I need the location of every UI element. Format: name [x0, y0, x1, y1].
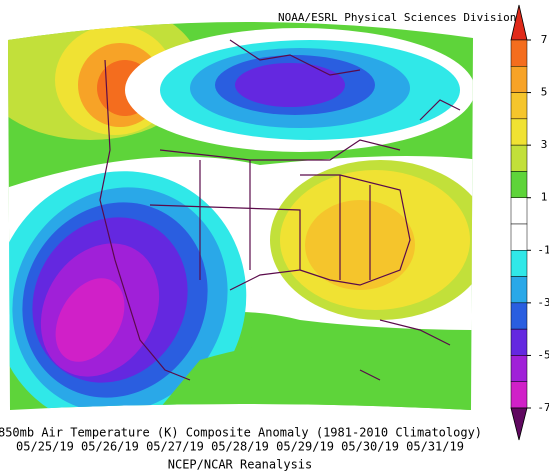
colorbar-segment: [510, 66, 528, 93]
map-dates: 05/25/19 05/26/19 05/27/19 05/28/19 05/2…: [16, 440, 464, 454]
map-data-source: NCEP/NCAR Reanalysis: [168, 458, 313, 472]
anomaly-map: [8, 21, 473, 411]
colorbar-segment: [510, 92, 528, 120]
colorbar-tick-label: 5: [541, 86, 548, 99]
colorbar-segment: [510, 276, 528, 304]
colorbar-segment: [510, 39, 528, 67]
colorbar-tick-label: -5: [537, 348, 549, 361]
colorbar-segment: [510, 144, 528, 172]
colorbar-segment: [510, 302, 528, 330]
colorbar-segment: [510, 328, 528, 356]
colorbar-segment: [510, 223, 528, 251]
colorbar-segment: [510, 250, 528, 277]
map-title: 850mb Air Temperature (K) Composite Anom…: [0, 426, 482, 440]
colorbar-tick-label: 1: [541, 191, 548, 204]
colorbar-segment: [510, 171, 528, 198]
colorbar-tick-label: -7: [537, 401, 549, 414]
colorbar-segment: [510, 355, 528, 382]
colorbar-segment: [510, 118, 528, 146]
colorbar: 7 5 3 1 -1 -3 -5 -7: [510, 4, 549, 441]
colorbar-segment: [510, 197, 528, 225]
colorbar-segment: [510, 381, 528, 409]
colorbar-tick-label: 7: [541, 33, 548, 46]
colorbar-tick-label: -3: [537, 296, 549, 309]
colorbar-tick-label: 3: [541, 138, 548, 151]
colorbar-arrow-bottom: [510, 407, 528, 441]
map-source: NOAA/ESRL Physical Sciences Division: [278, 11, 516, 24]
colorbar-tick-label: -1: [537, 243, 549, 256]
